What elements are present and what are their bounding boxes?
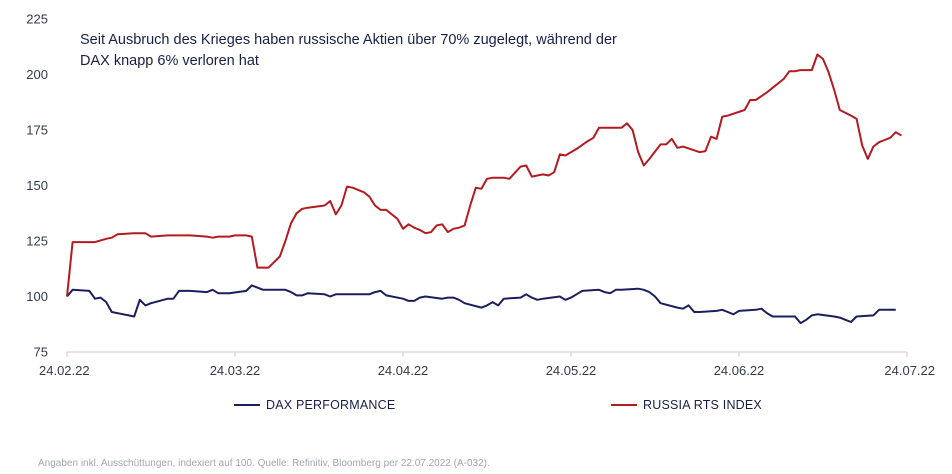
legend-item-dax: DAX PERFORMANCE	[234, 398, 395, 412]
legend-swatch-dax	[234, 404, 260, 406]
legend-label-rts: RUSSIA RTS INDEX	[643, 398, 762, 412]
legend-item-rts: RUSSIA RTS INDEX	[611, 398, 762, 412]
x-tick-label: 24.03.22	[210, 363, 261, 378]
y-tick-label: 225	[26, 12, 48, 27]
series-lines	[66, 53, 902, 325]
y-tick-label: 75	[34, 345, 48, 360]
x-tick-label: 24.02.22	[39, 363, 90, 378]
legend-swatch-rts	[611, 404, 637, 406]
x-tick-label: 24.05.22	[546, 363, 597, 378]
chart-annotation: Seit Ausbruch des Krieges haben russisch…	[80, 32, 617, 69]
series-line-rts	[66, 53, 902, 297]
legend-label-dax: DAX PERFORMANCE	[266, 398, 396, 412]
x-tick-label: 24.04.22	[378, 363, 429, 378]
x-tick-label: 24.06.22	[714, 363, 765, 378]
series-line-dax	[66, 284, 896, 325]
y-tick-label: 200	[26, 67, 48, 82]
x-axis-ticks: 24.02.22 24.03.22 24.04.22 24.05.22 24.06.22…	[39, 352, 935, 378]
y-axis-ticks: 75 100 125 150 175 200 225	[26, 12, 48, 360]
chart-footnote: Angaben inkl. Ausschüttungen, indexiert …	[38, 458, 490, 469]
y-tick-label: 125	[26, 234, 48, 249]
y-tick-label: 150	[26, 178, 48, 193]
y-tick-label: 175	[26, 123, 48, 138]
y-tick-label: 100	[26, 289, 48, 304]
x-tick-label: 24.07.22	[884, 363, 935, 378]
